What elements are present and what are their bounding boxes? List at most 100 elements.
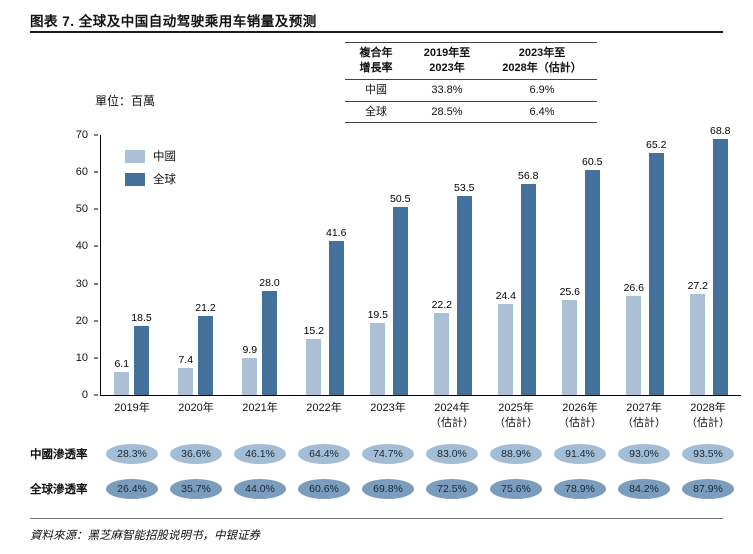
bar-wrap: 9.9 [242, 135, 258, 395]
bar-wrap: 27.2 [688, 135, 708, 395]
legend-item-global: 全球 [125, 171, 176, 187]
bar-wrap: 50.5 [390, 135, 410, 395]
bar-wrap: 15.2 [304, 135, 324, 395]
pen-cells-0: 28.3% 36.6% 46.1% 64.4% 74.7% 83.0% 88.9% 91.4%… [100, 444, 740, 464]
penetration-badge: 28.3% [106, 444, 158, 464]
bar-group: 6.1 18.5 [101, 135, 165, 395]
bar-value-label: 21.2 [195, 302, 216, 315]
penetration-badge: 64.4% [298, 444, 350, 464]
bar-wrap: 24.4 [496, 135, 516, 395]
penetration-badge: 87.9% [682, 479, 734, 499]
x-axis-label: 2022年 [306, 402, 342, 414]
bar-china [242, 358, 258, 395]
bar-china [434, 312, 450, 395]
penetration-badge: 44.0% [234, 479, 286, 499]
penetration-badge: 88.9% [490, 444, 542, 464]
bar-value-label: 28.0 [259, 277, 280, 289]
penetration-cell: 72.5% [420, 479, 484, 499]
penetration-row-china: 中國滲透率 28.3% 36.6% 46.1% 64.4% 74.7% 83.0% 88.9… [22, 444, 740, 464]
bar-wrap: 68.8 [710, 125, 730, 395]
bar-china [690, 293, 706, 395]
bar-value-label: 6.1 [114, 358, 130, 371]
bar-value-label: 22.2 [431, 298, 452, 311]
x-axis-label: 2020年 [178, 402, 214, 414]
y-axis: 0 10 20 30 40 50 60 70 [58, 129, 98, 401]
penetration-cell: 60.6% [292, 479, 356, 499]
cagr-global-2023-2028: 6.4% [529, 105, 555, 118]
penetration-cell: 35.7% [164, 479, 228, 499]
bar-wrap: 19.5 [368, 135, 388, 395]
penetration-cell: 91.4% [548, 444, 612, 464]
penetration-badge: 75.6% [490, 479, 542, 499]
bar-china [626, 296, 642, 395]
bar-china [114, 372, 130, 395]
y-tick-label: 60 [75, 166, 88, 179]
bar-group: 15.2 41.6 [293, 135, 357, 395]
cagr-table-header-row: 複合年 增長率 2019年至 2023年 2023年至 2028年（估計） [345, 43, 597, 80]
bar-value-label: 53.5 [454, 182, 475, 195]
y-tick-mark [94, 245, 98, 247]
penetration-cell: 78.9% [548, 479, 612, 499]
x-axis-label: 2021年 [242, 402, 278, 414]
y-tick-mark [94, 134, 98, 136]
penetration-cell: 28.3% [100, 444, 164, 464]
legend-label-china: 中國 [153, 151, 176, 163]
bar-value-label: 26.6 [623, 282, 644, 295]
bar-value-label: 27.2 [687, 279, 708, 292]
bar-global [456, 196, 472, 395]
penetration-cell: 88.9% [484, 444, 548, 464]
bar-china [370, 322, 386, 395]
plot-area: 6.1 18.5 7.4 21.2 9.9 28.0 15.2 41.6 19.5 50.5 22.… [100, 125, 741, 396]
legend-item-china: 中國 [125, 148, 176, 164]
penetration-badge: 36.6% [170, 444, 222, 464]
bar-group: 19.5 50.5 [357, 135, 421, 395]
penetration-label-global: 全球滲透率 [30, 484, 88, 496]
y-tick-label: 10 [75, 351, 88, 364]
bar-wrap: 21.2 [195, 135, 216, 395]
penetration-cell: 69.8% [356, 479, 420, 499]
bar-group: 25.6 60.5 [549, 135, 613, 395]
bar-global [262, 291, 277, 395]
penetration-badge: 78.9% [554, 479, 606, 499]
y-tick-label: 30 [75, 277, 88, 290]
penetration-badge: 35.7% [170, 479, 222, 499]
penetration-label-china: 中國滲透率 [30, 449, 88, 461]
cagr-row-china-label: 中國 [365, 83, 387, 96]
bar-value-label: 15.2 [303, 324, 324, 337]
bar-value-label: 24.4 [495, 290, 516, 303]
y-tick-label: 50 [75, 203, 88, 216]
chart-legend: 中國 全球 [125, 148, 176, 187]
y-tick-label: 40 [75, 240, 88, 253]
title-divider [30, 31, 723, 33]
penetration-cell: 75.6% [484, 479, 548, 499]
penetration-cell: 64.4% [292, 444, 356, 464]
cagr-global-2019-2023: 28.5% [431, 105, 463, 118]
bar-china [306, 338, 322, 395]
penetration-badge: 93.5% [682, 444, 734, 464]
cagr-corner-header: 複合年 增長率 [359, 47, 393, 74]
bar-global [198, 316, 213, 395]
bar-value-label: 50.5 [390, 193, 411, 206]
y-tick-label: 0 [81, 389, 88, 401]
y-tick-mark [94, 357, 98, 359]
y-tick-mark [94, 283, 98, 285]
cagr-col-header-2023-2028: 2023年至 2028年（估計） [502, 47, 582, 74]
bar-china [178, 367, 194, 395]
legend-swatch-global [125, 172, 145, 186]
penetration-badge: 69.8% [362, 479, 414, 499]
penetration-cell: 93.0% [612, 444, 676, 464]
penetration-row-global: 全球滲透率 26.4% 35.7% 44.0% 60.6% 69.8% 72.5% 75.6… [22, 479, 740, 499]
x-axis-label: 2026年 （估計） [558, 402, 602, 429]
penetration-badge: 93.0% [618, 444, 670, 464]
penetration-badge: 83.0% [426, 444, 478, 464]
x-axis-label: 2024年 （估計） [430, 402, 474, 429]
pen-cells-1: 26.4% 35.7% 44.0% 60.6% 69.8% 72.5% 75.6% 78.9%… [100, 479, 740, 499]
bar-global [584, 170, 600, 395]
bar-value-label: 9.9 [242, 344, 258, 357]
bar-wrap: 6.1 [114, 135, 130, 395]
y-tick-mark [94, 320, 98, 322]
x-axis-label: 2019年 [114, 402, 150, 414]
x-axis-label: 2025年 （估計） [494, 402, 538, 429]
x-axis-label: 2027年 （估計） [622, 402, 666, 429]
